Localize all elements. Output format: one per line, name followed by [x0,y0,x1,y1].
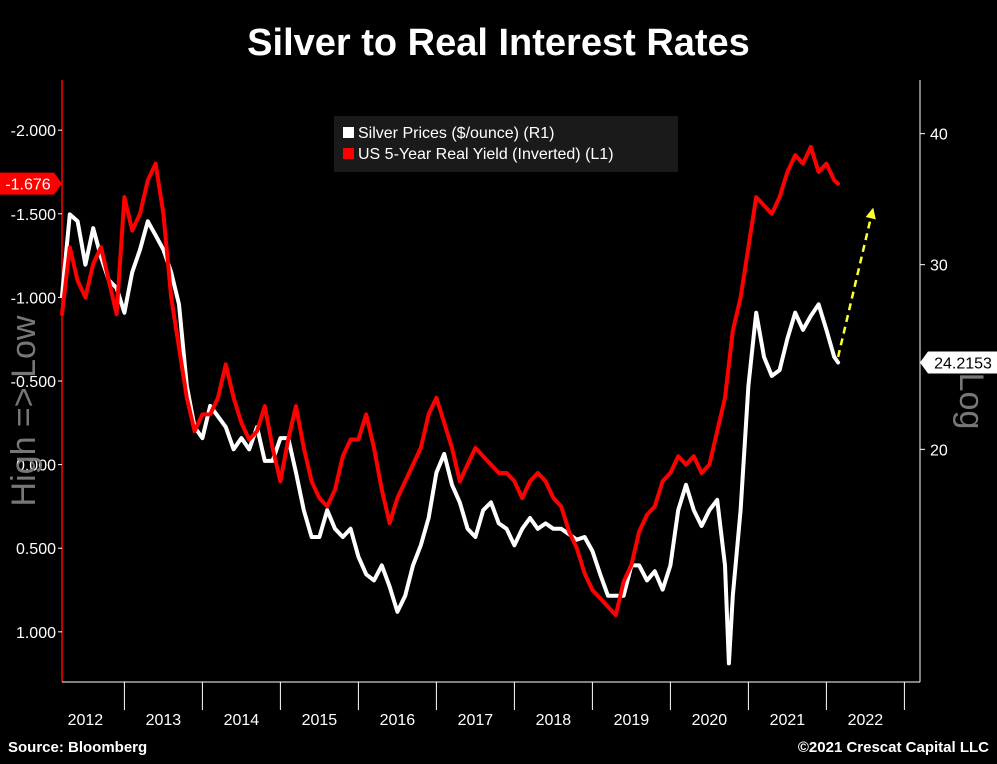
left-last-value-label: -1.676 [5,177,50,194]
right-axis-title: Log [952,373,990,430]
x-tick-label: 2016 [380,712,416,729]
series-line-real-yield [60,144,841,618]
left-tick-label: 0.500 [16,541,56,558]
x-tick-label: 2015 [302,712,338,729]
legend-label-real-yield: US 5-Year Real Yield (Inverted) (L1) [358,146,614,163]
legend: Silver Prices ($/ounce) (R1) US 5-Year R… [334,116,678,172]
x-tick-label: 2019 [614,712,650,729]
left-tick-label: 0.000 [16,458,56,475]
left-tick-label: -1.000 [11,290,56,307]
axes: -2.000 -1.500 -1.000 -0.500 0.000 0.500 1.000 2… [0,80,997,729]
series-layer [60,144,876,666]
x-tick-label: 2018 [536,712,572,729]
left-tick-label: -2.000 [11,123,56,140]
x-tick-label: 2014 [224,712,260,729]
x-tick-label: 2021 [770,712,806,729]
x-tick-label: 2020 [692,712,728,729]
right-tick-label: 40 [930,127,948,144]
trend-arrow-line [836,207,875,358]
left-tick-label: -0.500 [11,374,56,391]
right-last-value-label: 24.2153 [934,356,992,373]
x-tick-label: 2017 [458,712,494,729]
left-tick-label: -1.500 [11,207,56,224]
left-axis-title: High => Low [5,315,43,506]
right-last-value-tag [920,351,997,374]
legend-swatch-real-yield [343,148,354,159]
left-last-value-tag [0,172,62,195]
chart-title: Silver to Real Interest Rates [247,22,750,64]
right-tick-label: 30 [930,258,948,275]
x-tick-label: 2022 [848,712,884,729]
right-tick-label: 20 [930,442,948,459]
x-tick-label: 2013 [146,712,182,729]
legend-label-silver: Silver Prices ($/ounce) (R1) [358,125,555,142]
copyright-note: ©2021 Crescat Capital LLC [797,739,989,756]
legend-box [334,116,678,172]
left-tick-label: 1.000 [16,625,56,642]
trend-arrow-head [865,207,876,220]
legend-swatch-silver [343,127,354,138]
x-tick-label: 2012 [68,712,104,729]
source-note: Source: Bloomberg [8,739,148,756]
